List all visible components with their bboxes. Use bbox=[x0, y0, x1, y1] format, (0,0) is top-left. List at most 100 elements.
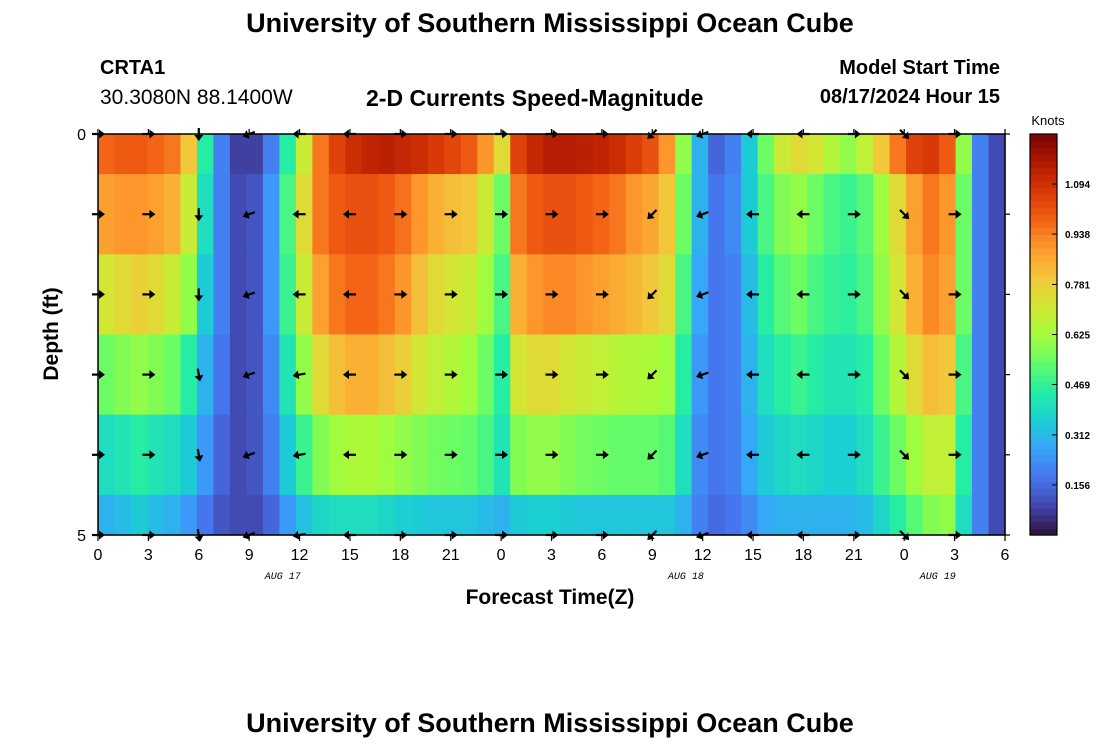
heatmap-cell bbox=[394, 134, 412, 175]
heatmap-cell bbox=[576, 174, 594, 255]
heatmap-cell bbox=[922, 334, 940, 416]
current-arrow bbox=[847, 209, 861, 219]
heatmap-cell bbox=[229, 174, 248, 255]
heatmap-cell bbox=[906, 334, 924, 416]
heatmap-cell bbox=[675, 494, 693, 536]
heatmap-cell bbox=[180, 134, 198, 175]
heatmap-cell bbox=[510, 414, 528, 496]
heatmap-cell bbox=[774, 334, 792, 416]
heatmap-cell bbox=[988, 174, 1006, 255]
heatmap-cell bbox=[196, 254, 215, 336]
current-arrow bbox=[495, 289, 509, 299]
current-arrow bbox=[696, 450, 709, 460]
heatmap-cell bbox=[576, 494, 594, 536]
heatmap-cell bbox=[361, 414, 379, 496]
colorbar-swatch bbox=[1030, 200, 1057, 209]
current-arrow bbox=[194, 368, 204, 382]
heatmap-cell bbox=[741, 134, 759, 175]
heatmap-cell bbox=[213, 134, 231, 175]
current-arrow bbox=[142, 370, 156, 380]
heatmap-cell bbox=[378, 414, 396, 496]
heatmap-cell bbox=[229, 334, 248, 416]
heatmap-cell bbox=[708, 254, 726, 336]
heatmap-cell bbox=[873, 494, 891, 536]
current-arrow bbox=[142, 289, 156, 299]
heatmap-cell bbox=[807, 174, 825, 255]
heatmap-cell bbox=[262, 134, 280, 175]
heatmap-cell bbox=[955, 134, 973, 175]
heatmap-cell bbox=[526, 494, 544, 536]
colorbar-swatch bbox=[1030, 314, 1057, 322]
heatmap-cell bbox=[708, 174, 726, 255]
heatmap-cell bbox=[345, 134, 363, 175]
heatmap-cell bbox=[147, 414, 165, 496]
heatmap-cell bbox=[823, 414, 841, 496]
heatmap-cell bbox=[163, 174, 182, 255]
heatmap-cell bbox=[526, 174, 544, 255]
heatmap-cell bbox=[708, 334, 726, 416]
heatmap-cell bbox=[460, 334, 478, 416]
heatmap-cell bbox=[312, 494, 330, 536]
heatmap-cell bbox=[658, 414, 676, 496]
heatmap-cell bbox=[427, 334, 445, 416]
station-id: CRTA1 bbox=[100, 57, 166, 79]
heatmap-cell bbox=[312, 134, 330, 175]
heatmap-cell bbox=[493, 494, 511, 536]
colorbar-tick-label: 0.469 bbox=[1065, 381, 1090, 392]
colorbar-swatch bbox=[1030, 260, 1057, 269]
heatmap-cell bbox=[213, 254, 231, 336]
current-arrow bbox=[647, 209, 658, 220]
heatmap-cell bbox=[708, 494, 726, 536]
heatmap-cell bbox=[972, 494, 990, 536]
colorbar-swatch bbox=[1030, 227, 1057, 235]
heatmap-cell bbox=[609, 414, 627, 496]
colorbar-swatch bbox=[1030, 521, 1057, 529]
heatmap-cell bbox=[196, 134, 215, 175]
heatmap-cell bbox=[477, 174, 495, 255]
heatmap-cell bbox=[130, 134, 149, 175]
heatmap-cell bbox=[477, 414, 495, 496]
colorbar-swatch bbox=[1030, 448, 1057, 456]
heatmap-cell bbox=[295, 414, 313, 496]
current-arrow bbox=[899, 209, 910, 220]
heatmap-cell bbox=[114, 134, 132, 175]
heatmap-cell bbox=[229, 414, 248, 496]
heatmap-cell bbox=[460, 414, 478, 496]
heatmap-cell bbox=[180, 254, 198, 336]
heatmap-cell bbox=[922, 494, 940, 536]
heatmap-cell bbox=[163, 494, 182, 536]
colorbar-swatch bbox=[1030, 494, 1057, 503]
heatmap-cell bbox=[939, 414, 957, 496]
current-arrow bbox=[948, 289, 962, 299]
x-tick-label: 6 bbox=[597, 547, 606, 564]
heatmap-cell bbox=[262, 254, 280, 336]
heatmap-cell bbox=[477, 134, 495, 175]
heatmap-cell bbox=[196, 334, 215, 416]
heatmap-cell bbox=[757, 414, 775, 496]
current-arrow bbox=[595, 450, 609, 460]
heatmap-cell bbox=[361, 134, 379, 175]
heatmap-cell bbox=[378, 334, 396, 416]
heatmap-cell bbox=[114, 254, 132, 336]
heatmap-cell bbox=[823, 134, 841, 175]
heatmap-cell bbox=[378, 254, 396, 336]
heatmap-cell bbox=[510, 494, 528, 536]
current-arrow bbox=[495, 209, 509, 219]
heatmap-cell bbox=[427, 414, 445, 496]
model-start-value: 08/17/2024 Hour 15 bbox=[819, 86, 1000, 108]
colorbar-swatch bbox=[1030, 281, 1057, 289]
x-tick-label: 18 bbox=[391, 547, 409, 564]
heatmap-cell bbox=[130, 254, 149, 336]
x-tick-label: 12 bbox=[694, 547, 712, 564]
x-tick-label: 15 bbox=[744, 547, 762, 564]
heatmap-cell bbox=[361, 254, 379, 336]
heatmap-cell bbox=[229, 134, 248, 175]
heatmap-cell bbox=[939, 334, 957, 416]
current-arrow bbox=[444, 450, 458, 460]
current-arrow bbox=[342, 370, 356, 380]
colorbar-swatch bbox=[1030, 180, 1057, 189]
heatmap-cell bbox=[196, 174, 215, 255]
current-arrow bbox=[595, 370, 609, 380]
